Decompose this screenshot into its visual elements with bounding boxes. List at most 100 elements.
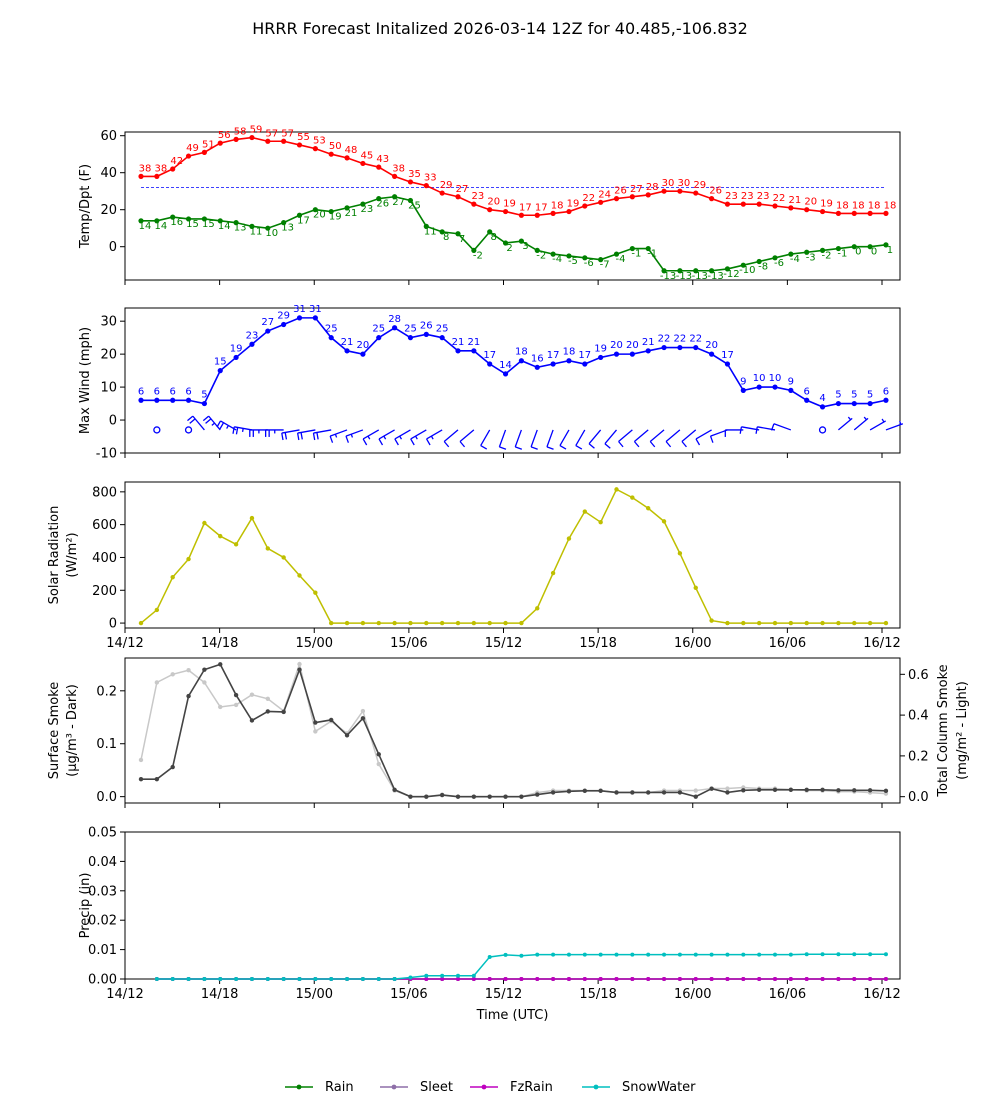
- dewpoint-data-label: -1: [837, 249, 847, 260]
- wind-data-label: 25: [404, 324, 417, 335]
- max-wind-point: [249, 341, 255, 347]
- temperature-point: [281, 138, 287, 144]
- solar-radiation-point: [661, 519, 667, 524]
- solar-radiation-point: [677, 551, 683, 556]
- wind-barb-flag: [575, 444, 583, 450]
- y-tick-label-right: 0.6: [908, 668, 929, 683]
- temperature-point: [170, 166, 176, 172]
- y-axis-label: Surface Smoke: [47, 682, 62, 780]
- surface-smoke-point: [566, 789, 572, 794]
- precip-snowwater-point: [757, 952, 762, 957]
- wind-barb-shaft: [559, 429, 570, 446]
- temperature-point: [772, 203, 778, 209]
- temperature-point: [550, 210, 556, 216]
- dewpoint-point: [804, 249, 810, 255]
- y-tick-label: 30: [100, 315, 117, 330]
- dewpoint-point: [819, 247, 826, 253]
- wind-barb-flag: [530, 446, 538, 450]
- wind-barb-calm: [184, 426, 193, 434]
- wind-barb-calm: [153, 426, 161, 434]
- dewpoint-data-label: 26: [376, 199, 389, 210]
- legend-item-sleet: Sleet: [380, 1080, 453, 1095]
- precip-snowwater-point: [281, 977, 286, 981]
- surface-smoke-point: [455, 794, 461, 799]
- precip-snowwater-point: [440, 973, 445, 978]
- wind-data-label: 21: [452, 337, 465, 348]
- wind-barb-flag: [187, 415, 194, 422]
- dewpoint-point: [154, 218, 160, 224]
- solar-radiation-point: [804, 620, 809, 626]
- x-tick-label: 16/12: [863, 987, 900, 1002]
- temperature-point: [407, 179, 414, 185]
- y-tick-label: 40: [100, 166, 117, 181]
- dewpoint-point: [518, 238, 525, 244]
- dewpoint-data-label: -6: [774, 258, 784, 269]
- dewpoint-point: [360, 201, 366, 207]
- precip-snowwater-point: [329, 977, 334, 981]
- temperature-data-label: 22: [773, 193, 786, 204]
- temperature-point: [756, 201, 762, 207]
- dewpoint-point: [296, 212, 303, 218]
- solar-radiation-point: [519, 620, 524, 626]
- wind-data-label: 23: [246, 330, 259, 341]
- max-wind-point: [344, 348, 350, 354]
- dewpoint-data-label: 13: [234, 223, 247, 234]
- temperature-point: [154, 173, 160, 179]
- wind-barb-half-flag: [414, 435, 418, 440]
- y-tick-label: 0.0: [96, 790, 117, 805]
- max-wind-point: [281, 321, 287, 328]
- wind-data-label: 5: [835, 390, 841, 401]
- temperature-point: [518, 212, 525, 218]
- wind-barb-shaft: [329, 429, 348, 437]
- wind-barb-flag: [232, 426, 235, 434]
- wind-barb-shaft: [588, 429, 602, 445]
- solar-radiation-point: [867, 620, 873, 626]
- wind-barb-flag: [588, 443, 595, 449]
- total-column-smoke-point: [265, 696, 270, 701]
- precip-snowwater-point: [836, 952, 841, 957]
- wind-data-label: 18: [515, 347, 528, 358]
- wind-barb-shaft: [710, 429, 728, 437]
- wind-barb-flag: [755, 426, 758, 434]
- temperature-data-label: 29: [440, 180, 453, 191]
- wind-data-label: 31: [293, 304, 306, 315]
- temperature-point: [724, 201, 731, 207]
- precip-snowwater-point: [677, 952, 682, 957]
- precip-snowwater-point: [154, 977, 159, 981]
- solar-radiation-point: [408, 620, 413, 626]
- temperature-point: [740, 201, 746, 207]
- x-tick-label: 15/00: [296, 987, 333, 1002]
- wind-barb-shaft: [837, 417, 853, 431]
- dewpoint-point: [328, 208, 334, 215]
- wind-barb-flag: [216, 420, 222, 428]
- wind-barb-flag: [618, 441, 624, 448]
- solar-radiation-point: [455, 620, 461, 626]
- precip-snowwater-point: [408, 975, 413, 980]
- surface-smoke-point: [677, 790, 683, 795]
- precip-snowwater-point: [186, 977, 191, 981]
- wind-barb-flag: [681, 441, 687, 448]
- precip-snowwater-point: [503, 952, 508, 957]
- wind-barb-flag: [205, 418, 212, 424]
- precip-fzrain-point: [788, 977, 793, 981]
- y-axis-label: Max Wind (mph): [78, 327, 93, 434]
- precip-snowwater-point: [392, 977, 397, 981]
- legend-marker: [481, 1084, 487, 1090]
- temperature-data-label: 43: [376, 154, 389, 165]
- precip-fzrain-point: [709, 977, 714, 981]
- wind-barb-shaft: [853, 417, 869, 431]
- solar-radiation-point: [439, 620, 445, 626]
- wind-barb-flag: [296, 432, 300, 441]
- dewpoint-data-label: 11: [250, 226, 263, 237]
- dewpoint-data-label: 15: [186, 219, 199, 230]
- solar-radiation-point: [202, 520, 207, 526]
- temperature-data-label: 57: [265, 128, 278, 139]
- temperature-data-label: 26: [614, 186, 627, 197]
- y-tick-label: 0.00: [88, 973, 117, 988]
- max-wind-point: [423, 331, 429, 337]
- temperature-point: [661, 188, 667, 194]
- precip-snowwater-point: [249, 977, 254, 981]
- dewpoint-point: [693, 268, 699, 274]
- wind-barb-flag: [378, 438, 384, 446]
- wind-data-label: 5: [851, 390, 857, 401]
